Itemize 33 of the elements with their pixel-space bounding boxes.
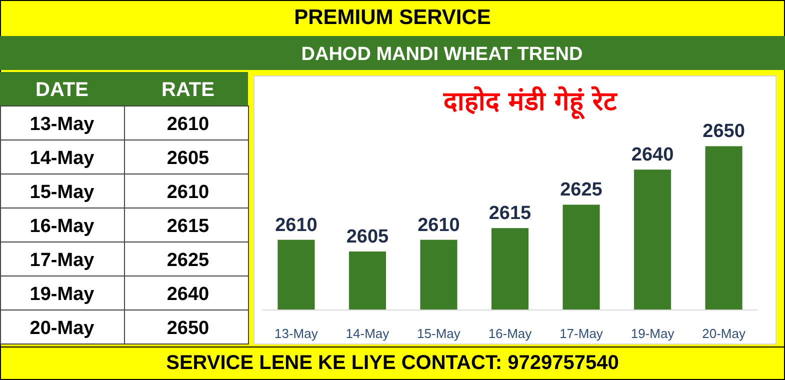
x-tick-label: 13-May [274,326,318,341]
text: 2615 [166,216,210,237]
category-label: 17-May [30,250,94,271]
chart-subtitle: DAHOD MANDI WHEAT TREND [301,44,583,65]
x-tick-label: 15-May [417,326,461,341]
x-tick-label: 19-May [630,326,675,341]
text: SERVICE LENE KE LIYE CONTACT: 9729757540 [166,352,619,374]
x-tick-label: 14-May [346,326,390,341]
text: 2650 [166,318,210,339]
text: 2610 [166,182,210,203]
category-label: 15-May [30,182,94,203]
text: 2610 [166,114,210,135]
category-label: 19-May [30,284,94,305]
annotation: दाहोद मंडी गेहूं रेट [442,86,618,120]
text: 2605 [166,148,210,169]
data-label: 2650 [702,121,745,142]
data-label: 2610 [275,214,318,236]
category-label: 16-May [30,216,94,237]
data-label: 2615 [488,203,532,224]
data-label: 2640 [631,144,674,166]
data-label: 2605 [346,226,390,248]
category-label: 14-May [30,148,94,169]
text: 2625 [166,250,210,271]
data-label: 2610 [418,214,460,236]
text: DATE [36,79,88,101]
data-label: 2625 [560,180,603,201]
chart-title: PREMIUM SERVICE [294,6,491,29]
category-label: 13-May [30,114,94,135]
x-tick-label: 20-May [702,326,746,341]
text: RATE [162,79,214,101]
x-tick-label: 17-May [560,326,604,341]
x-tick-label: 16-May [488,326,532,341]
text: 2640 [166,284,210,305]
